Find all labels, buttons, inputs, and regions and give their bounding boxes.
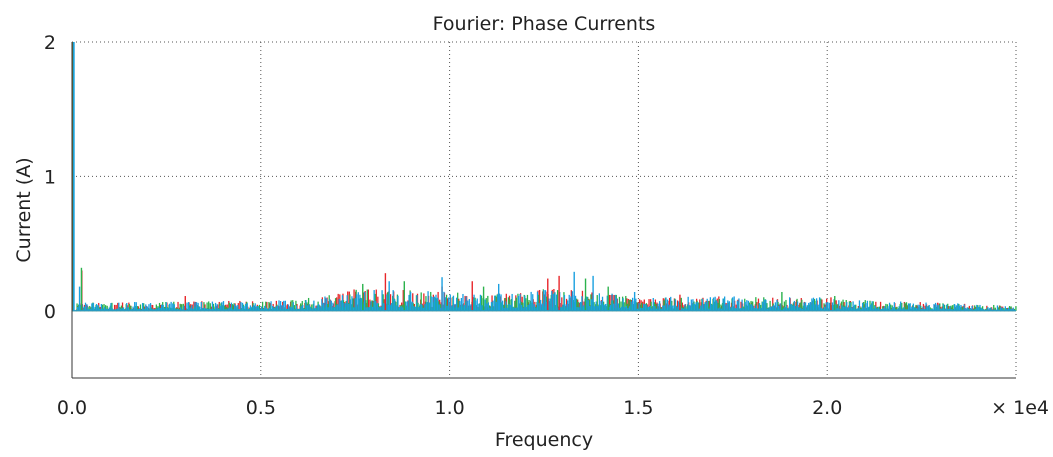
axes	[71, 42, 1016, 379]
spectrum-bars	[72, 42, 1017, 312]
x-tick-label: 1.0	[434, 397, 464, 419]
x-tick-label: 2.0	[812, 397, 842, 419]
plot-area	[72, 42, 1016, 378]
tick-labels: 0.0 0.5 1.0 1.5 2.0 0 1 2	[44, 32, 842, 419]
y-tick-label: 0	[44, 301, 56, 323]
chart-title: Fourier: Phase Currents	[433, 13, 656, 35]
y-tick-label: 2	[44, 32, 56, 54]
y-axis-label: Current (A)	[13, 157, 35, 262]
x-multiplier-label: × 1e4	[991, 397, 1049, 419]
y-tick-label: 1	[44, 166, 56, 188]
x-axis-label: Frequency	[495, 429, 593, 451]
x-tick-label: 0.0	[57, 397, 87, 419]
x-tick-label: 1.5	[623, 397, 653, 419]
x-tick-label: 0.5	[246, 397, 276, 419]
